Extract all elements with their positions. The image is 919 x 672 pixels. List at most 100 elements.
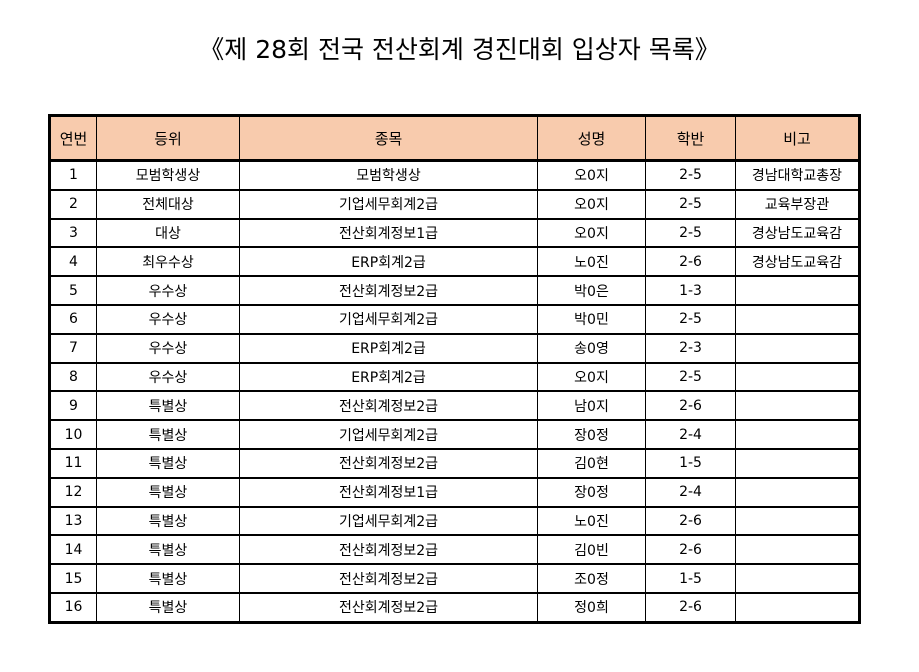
cell-col-class: 1-5 <box>645 448 736 479</box>
header-col-remarks: 비고 <box>735 115 860 162</box>
cell-col-number: 8 <box>49 362 97 392</box>
cell-col-rank: 특별상 <box>96 506 240 536</box>
cell-col-name: 남0지 <box>537 390 646 421</box>
table-row: 3 대상 전산회계정보1급 오0지 2-5 경상남도교육감 <box>49 218 860 248</box>
table-row: 11 특별상 전산회계정보2급 김0현 1-5 <box>49 448 860 479</box>
cell-col-name: 김0현 <box>537 448 646 479</box>
cell-col-class: 2-3 <box>645 333 736 364</box>
cell-col-category: 전산회계정보2급 <box>239 448 538 479</box>
cell-col-name: 장0정 <box>537 477 646 508</box>
table-row: 13 특별상 기업세무회계2급 노0진 2-6 <box>49 506 860 536</box>
cell-col-name: 박0은 <box>537 275 646 306</box>
cell-col-rank: 특별상 <box>96 477 240 508</box>
cell-col-class: 2-5 <box>645 189 736 220</box>
cell-col-remarks: 경상남도교육감 <box>735 218 860 248</box>
cell-col-remarks <box>735 275 860 306</box>
table-row: 1 모범학생상 모범학생상 오0지 2-5 경남대학교총장 <box>49 159 860 191</box>
cell-col-number: 4 <box>49 246 97 277</box>
cell-col-rank: 우수상 <box>96 304 240 335</box>
cell-col-number: 15 <box>49 563 97 594</box>
cell-col-remarks <box>735 592 860 623</box>
table-row: 12 특별상 전산회계정보1급 장0정 2-4 <box>49 477 860 508</box>
cell-col-number: 6 <box>49 304 97 335</box>
cell-col-number: 1 <box>49 159 97 191</box>
header-col-category: 종목 <box>239 115 538 162</box>
cell-col-rank: 대상 <box>96 218 240 248</box>
cell-col-name: 노0진 <box>537 506 646 536</box>
cell-col-class: 2-5 <box>645 218 736 248</box>
cell-col-category: 기업세무회계2급 <box>239 304 538 335</box>
cell-col-rank: 모범학생상 <box>96 159 240 191</box>
cell-col-number: 11 <box>49 448 97 479</box>
cell-col-number: 16 <box>49 592 97 623</box>
cell-col-rank: 우수상 <box>96 275 240 306</box>
cell-col-class: 2-5 <box>645 159 736 191</box>
cell-col-remarks: 교육부장관 <box>735 189 860 220</box>
cell-col-name: 장0정 <box>537 419 646 450</box>
cell-col-number: 13 <box>49 506 97 536</box>
page-title: 《제 28회 전국 전산회계 경진대회 입상자 목록》 <box>199 35 720 64</box>
cell-col-category: 모범학생상 <box>239 159 538 191</box>
cell-col-remarks <box>735 534 860 565</box>
cell-col-number: 9 <box>49 390 97 421</box>
cell-col-number: 2 <box>49 189 97 220</box>
cell-col-number: 3 <box>49 218 97 248</box>
table-row: 4 최우수상 ERP회계2급 노0진 2-6 경상남도교육감 <box>49 246 860 277</box>
cell-col-remarks <box>735 304 860 335</box>
cell-col-rank: 특별상 <box>96 448 240 479</box>
cell-col-number: 14 <box>49 534 97 565</box>
cell-col-remarks <box>735 362 860 392</box>
cell-col-name: 정0희 <box>537 592 646 623</box>
cell-col-remarks <box>735 390 860 421</box>
cell-col-remarks <box>735 563 860 594</box>
cell-col-class: 2-4 <box>645 477 736 508</box>
cell-col-remarks: 경상남도교육감 <box>735 246 860 277</box>
cell-col-class: 2-5 <box>645 304 736 335</box>
table-row: 7 우수상 ERP회계2급 송0영 2-3 <box>49 333 860 364</box>
cell-col-class: 1-3 <box>645 275 736 306</box>
table-row: 6 우수상 기업세무회계2급 박0민 2-5 <box>49 304 860 335</box>
cell-col-remarks <box>735 477 860 508</box>
cell-col-class: 2-6 <box>645 592 736 623</box>
cell-col-rank: 특별상 <box>96 419 240 450</box>
cell-col-rank: 특별상 <box>96 534 240 565</box>
cell-col-rank: 특별상 <box>96 563 240 594</box>
table-row: 16 특별상 전산회계정보2급 정0희 2-6 <box>49 592 860 623</box>
cell-col-category: 전산회계정보2급 <box>239 275 538 306</box>
awardees-table: 연번 등위 종목 성명 학반 비고 1 모범학생상 모범학생상 오0지 2-5 경남대학교총장 2 전체… <box>48 114 861 624</box>
cell-col-name: 송0영 <box>537 333 646 364</box>
cell-col-category: 전산회계정보2급 <box>239 592 538 623</box>
cell-col-class: 2-6 <box>645 534 736 565</box>
cell-col-category: 전산회계정보2급 <box>239 390 538 421</box>
cell-col-remarks <box>735 506 860 536</box>
cell-col-category: 기업세무회계2급 <box>239 506 538 536</box>
cell-col-category: ERP회계2급 <box>239 362 538 392</box>
table-row: 2 전체대상 기업세무회계2급 오0지 2-5 교육부장관 <box>49 189 860 220</box>
table-row: 9 특별상 전산회계정보2급 남0지 2-6 <box>49 390 860 421</box>
cell-col-remarks <box>735 448 860 479</box>
cell-col-class: 2-6 <box>645 246 736 277</box>
header-col-rank: 등위 <box>96 115 240 162</box>
cell-col-rank: 우수상 <box>96 333 240 364</box>
cell-col-category: ERP회계2급 <box>239 333 538 364</box>
cell-col-number: 7 <box>49 333 97 364</box>
cell-col-name: 오0지 <box>537 362 646 392</box>
cell-col-category: 전산회계정보1급 <box>239 477 538 508</box>
cell-col-category: 전산회계정보2급 <box>239 534 538 565</box>
cell-col-class: 2-4 <box>645 419 736 450</box>
cell-col-number: 12 <box>49 477 97 508</box>
cell-col-number: 10 <box>49 419 97 450</box>
cell-col-number: 5 <box>49 275 97 306</box>
header-col-class: 학반 <box>645 115 736 162</box>
cell-col-remarks <box>735 333 860 364</box>
table-row: 10 특별상 기업세무회계2급 장0정 2-4 <box>49 419 860 450</box>
cell-col-class: 2-5 <box>645 362 736 392</box>
cell-col-name: 오0지 <box>537 189 646 220</box>
cell-col-remarks <box>735 419 860 450</box>
cell-col-category: 기업세무회계2급 <box>239 189 538 220</box>
cell-col-name: 오0지 <box>537 218 646 248</box>
cell-col-name: 박0민 <box>537 304 646 335</box>
cell-col-rank: 전체대상 <box>96 189 240 220</box>
cell-col-rank: 우수상 <box>96 362 240 392</box>
header-col-name: 성명 <box>537 115 646 162</box>
